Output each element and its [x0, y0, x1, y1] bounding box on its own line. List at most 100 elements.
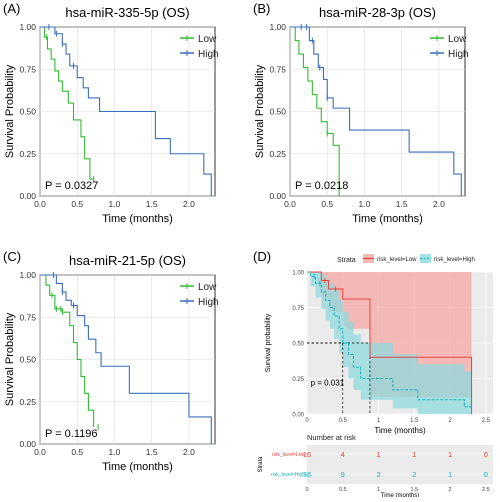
y-tick-label: 0.50 [269, 107, 286, 117]
x-axis-label: Time (months) [374, 426, 426, 435]
y-tick-label: 0.00 [269, 191, 286, 201]
x-tick-label: 1.5 [396, 199, 408, 209]
risk-table-cell-high: 0 [484, 470, 488, 479]
x-tick-label: 1 [377, 418, 381, 424]
y-tick-label: 0.00 [19, 439, 36, 449]
risk-table-cell-low: 1 [412, 450, 416, 459]
y-tick-label: 0.75 [292, 306, 304, 312]
y-tick-label: 0.75 [19, 312, 36, 322]
km-chart-c: hsa-miR-21-5p (OS) 0.00 0.25 0.50 0.75 1.00 0.… [4, 253, 219, 473]
chart-title: hsa-miR-21-5p (OS) [69, 253, 186, 268]
panel-d: (D) Strata risk_level=Low risk_level=High 0… [250, 248, 500, 499]
km-chart-d: Strata risk_level=Low risk_level=High0.000… [258, 254, 493, 499]
risk-table-x-axis-label: Time (months) [381, 493, 419, 497]
survival-curve-low [307, 271, 473, 414]
y-tick-label: 0.00 [292, 413, 304, 419]
risk-table-x-tick-label: 2.5 [482, 487, 490, 493]
y-axis-label: Survival Probability [4, 64, 16, 158]
y-tick-label: 0.75 [269, 64, 286, 74]
legend-label-low: Low [198, 34, 217, 45]
y-axis-label: Survival Probability [254, 64, 266, 158]
legend-title: Strata [337, 257, 356, 264]
p-value-annotation: P = 0.1196 [45, 428, 98, 440]
x-axis-label: Time (months) [102, 461, 173, 473]
x-tick-label: 2 [448, 418, 452, 424]
y-tick-label: 0.25 [19, 397, 36, 407]
x-tick-label: 0.0 [34, 199, 46, 209]
chart-title: hsa-miR-28-3p (OS) [319, 5, 436, 20]
legend-label-high: High [448, 49, 469, 60]
panel-label-d: (D) [253, 249, 272, 264]
km-chart-a: hsa-miR-335-5p (OS) 0.00 0.25 0.50 0.75 1.00 0… [4, 5, 219, 225]
survival-curve-high [40, 274, 212, 444]
x-tick-label: 2.5 [482, 418, 491, 424]
survival-curve-low [290, 26, 340, 196]
risk-table-x-tick-label: 0.5 [339, 487, 347, 493]
x-tick-label: 0.5 [339, 418, 348, 424]
survival-curve-high [290, 26, 462, 196]
x-tick-label: 1.0 [359, 199, 371, 209]
panel-label-a: (A) [3, 1, 21, 16]
x-tick-label: 1.5 [146, 447, 158, 457]
x-tick-label: 1.5 [146, 199, 158, 209]
y-tick-label: 1.00 [292, 271, 304, 277]
legend-label-high: risk_level=High [434, 257, 475, 263]
x-tick-label: 0 [305, 418, 309, 424]
legend-label-high: High [198, 49, 219, 60]
legend-label-low: Low [448, 34, 467, 45]
x-tick-label: 1.5 [410, 418, 419, 424]
legend-label-low: risk_level=Low [377, 257, 417, 263]
risk-table-cell-high: 1 [448, 470, 452, 479]
y-axis-label: Survival Probability [4, 312, 16, 406]
x-axis-label: Time (months) [352, 213, 423, 225]
survival-curve-high [40, 26, 212, 196]
risk-table-x-tick-label: 0 [305, 487, 308, 493]
panel-label-b: (B) [253, 1, 271, 16]
risk-table-area [307, 445, 493, 484]
y-tick-label: 0.00 [19, 191, 36, 201]
y-tick-label: 0.25 [292, 377, 304, 383]
legend-label-low: Low [198, 282, 217, 293]
risk-table-cell-high: 2 [412, 470, 416, 479]
confidence-band-high [307, 272, 472, 414]
risk-table-cell-high: 2 [376, 470, 380, 479]
survival-curve-low [40, 274, 95, 428]
y-tick-label: 0.75 [19, 64, 36, 74]
y-tick-label: 1.00 [19, 22, 36, 32]
x-tick-label: 2.0 [183, 199, 195, 209]
panel-a: (A) hsa-miR-335-5p (OS) 0.00 0.25 0.50 0.75 1… [0, 0, 250, 225]
risk-table-row-label-low: risk_level=Low [272, 452, 305, 458]
panel-label-c: (C) [3, 249, 22, 264]
p-value-annotation: P = 0.0327 [45, 180, 98, 192]
x-tick-label: 0.0 [34, 447, 46, 457]
p-value-annotation: p = 0.031 [311, 379, 345, 388]
x-tick-label: 0.5 [71, 199, 83, 209]
y-tick-label: 1.00 [19, 270, 36, 280]
survival-curve-high [307, 271, 473, 414]
x-tick-label: 0.0 [284, 199, 296, 209]
y-tick-label: 0.50 [19, 107, 36, 117]
risk-table-row-label-high: risk_level=High [271, 472, 305, 478]
x-tick-label: 0.5 [71, 447, 83, 457]
risk-table-y-axis-label: Strata [258, 456, 264, 473]
chart-title: hsa-miR-335-5p (OS) [65, 5, 189, 20]
survival-curve-low [40, 26, 94, 180]
p-value-annotation: P = 0.0218 [295, 180, 348, 192]
y-axis-label: Survival probability [265, 313, 272, 372]
risk-table-cell-low: 4 [341, 450, 345, 459]
risk-table-title: Number at risk [307, 433, 356, 442]
x-tick-label: 2.0 [183, 447, 195, 457]
x-tick-label: 2.0 [433, 199, 445, 209]
km-chart-b: hsa-miR-28-3p (OS) 0.00 0.25 0.50 0.75 1.00 0.… [254, 5, 469, 225]
legend-label-high: High [198, 297, 219, 308]
x-tick-label: 0.5 [321, 199, 333, 209]
panel-c: (C) hsa-miR-21-5p (OS) 0.00 0.25 0.50 0.75 1.… [0, 248, 250, 473]
risk-table-x-tick-label: 1 [377, 487, 380, 493]
x-tick-label: 1.0 [109, 447, 121, 457]
risk-table-cell-low: 1 [376, 450, 380, 459]
y-tick-label: 1.00 [269, 22, 286, 32]
risk-table-cell-low: 1 [448, 450, 452, 459]
y-tick-label: 0.50 [19, 355, 36, 365]
risk-table-cell-low: 0 [484, 450, 488, 459]
y-tick-label: 0.50 [292, 342, 304, 348]
